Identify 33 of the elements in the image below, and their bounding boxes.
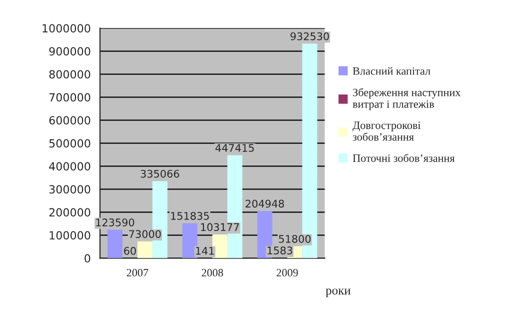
data-label: 335066 [140,170,180,178]
legend-label: Довгострокові зобов’язання [352,122,421,141]
legend-label: Власний капітал [352,67,430,75]
data-label: 1583 [268,246,292,254]
y-tick-label: 400000 [49,162,90,171]
y-tick-label: 700000 [49,93,90,102]
bar [107,230,122,258]
x-tick-label: 2007 [126,268,148,276]
y-tick-label: 300000 [49,185,90,194]
y-tick-label: 1000000 [42,24,90,33]
y-tick-label: 0 [84,254,90,263]
x-tick-label: 2009 [276,268,298,276]
y-tick-label: 900000 [49,47,90,56]
legend-label: Поточні зобов’язання [352,154,455,162]
y-tick-label: 100000 [50,231,90,240]
data-label: 151835 [171,212,209,220]
bar [182,223,198,258]
data-label: 204948 [246,200,284,208]
y-tick-label: 800000 [49,70,90,79]
data-label: 73000 [129,230,161,238]
data-label: 447415 [215,144,254,152]
data-label: 123590 [96,218,134,226]
y-tick-label: 500000 [49,139,90,148]
legend-label: Збереження наступних витрат і платежів [352,88,461,110]
x-tick-label: 2008 [202,268,224,276]
data-label: 51800 [278,234,311,243]
data-label: 60 [124,246,136,255]
y-tick-label: 200000 [49,208,90,217]
x-axis-title: роки [326,288,351,298]
data-label: 103177 [201,223,239,232]
data-label: 141 [196,247,214,255]
data-label: 932530 [290,32,329,40]
y-tick-label: 600000 [49,116,90,125]
